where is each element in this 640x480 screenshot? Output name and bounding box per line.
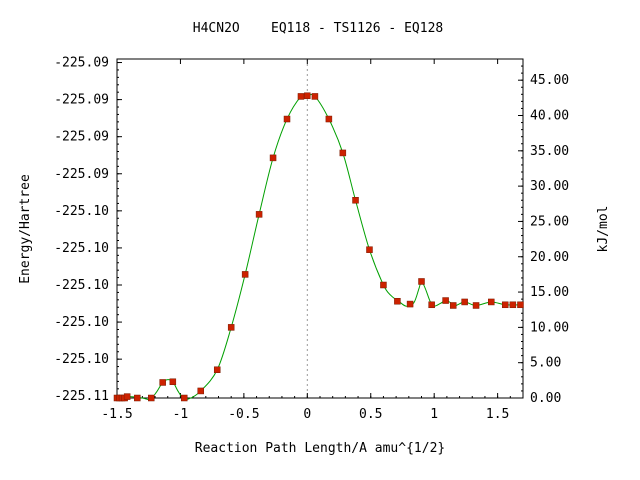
data-point [255, 211, 263, 218]
data-point [213, 366, 221, 373]
chart-title: H4CN2O EQ118 - TS1126 - EQ128 [193, 21, 443, 36]
data-point [501, 301, 509, 309]
data-point [517, 301, 524, 309]
y-right-tick-label: 5.00 [530, 356, 561, 371]
x-tick-label: -0.5 [228, 407, 259, 422]
data-point [311, 93, 319, 100]
data-point [442, 297, 449, 304]
data-point [134, 394, 141, 402]
y-right-tick-label: 25.00 [530, 214, 569, 229]
x-tick-label: -1 [173, 407, 189, 422]
data-point [339, 149, 347, 157]
data-point [472, 302, 480, 309]
y-left-tick-label: -225.10 [54, 204, 109, 219]
energy-curve [116, 94, 521, 401]
data-point [197, 387, 204, 395]
x-tick-label: 0.5 [359, 407, 382, 422]
y-right-tick-label: 15.00 [530, 285, 569, 300]
data-point [269, 154, 277, 162]
data-point [159, 379, 166, 386]
data-point [325, 115, 333, 123]
data-point [169, 378, 177, 386]
data-point [418, 278, 425, 285]
y-right-tick-label: 20.00 [530, 250, 569, 265]
y-left-axis-ticks: -225.09 -225.09 -225.09 -225.09 -225.10 -225.… [54, 56, 122, 404]
plot-frame [116, 58, 524, 399]
data-point [123, 393, 131, 400]
data-point [428, 301, 435, 309]
x-tick-label: 1 [430, 407, 438, 422]
x-tick-label: 0 [303, 407, 311, 422]
y-left-tick-label: -225.09 [54, 56, 109, 71]
y-right-tick-label: 45.00 [530, 73, 569, 88]
y-left-tick-label: -225.09 [54, 130, 109, 145]
y-left-tick-label: -225.10 [54, 241, 109, 256]
y-right-tick-label: 40.00 [530, 109, 569, 124]
data-point [148, 394, 155, 402]
data-point [227, 324, 235, 331]
data-point [241, 271, 249, 278]
energy-points [113, 92, 524, 402]
data-point [352, 197, 359, 204]
y-right-axis-label: kJ/mol [596, 206, 611, 253]
data-point [461, 298, 468, 306]
data-point [283, 115, 291, 123]
data-point [380, 281, 387, 289]
y-right-tick-label: 30.00 [530, 179, 569, 194]
y-left-tick-label: -225.09 [54, 93, 109, 108]
y-right-axis-ticks: 0.00 5.00 10.00 15.00 20.00 25.00 30.00 35.00 40… [518, 58, 569, 406]
y-left-tick-label: -225.10 [54, 315, 109, 330]
y-left-axis-label: Energy/Hartree [18, 174, 33, 284]
data-point [304, 92, 311, 99]
y-right-tick-label: 10.00 [530, 320, 569, 335]
data-point [180, 394, 188, 402]
y-right-tick-label: 0.00 [530, 391, 561, 406]
data-point [297, 93, 305, 100]
x-axis-ticks: -1.5 -1 -0.5 0 0.5 1 1.5 [101, 59, 524, 422]
data-point [406, 300, 414, 308]
y-left-tick-label: -225.10 [54, 278, 109, 293]
data-point [488, 298, 495, 306]
data-point [366, 246, 373, 253]
y-left-tick-label: -225.10 [54, 352, 109, 367]
data-point [394, 297, 401, 305]
y-left-tick-label: -225.09 [54, 167, 109, 182]
data-point [509, 301, 517, 309]
x-tick-label: -1.5 [101, 407, 132, 422]
x-axis-label: Reaction Path Length/A amu^{1/2} [195, 441, 445, 456]
y-right-tick-label: 35.00 [530, 144, 569, 159]
x-tick-label: 1.5 [486, 407, 509, 422]
data-point [449, 302, 457, 309]
y-left-tick-label: -225.11 [54, 389, 109, 404]
